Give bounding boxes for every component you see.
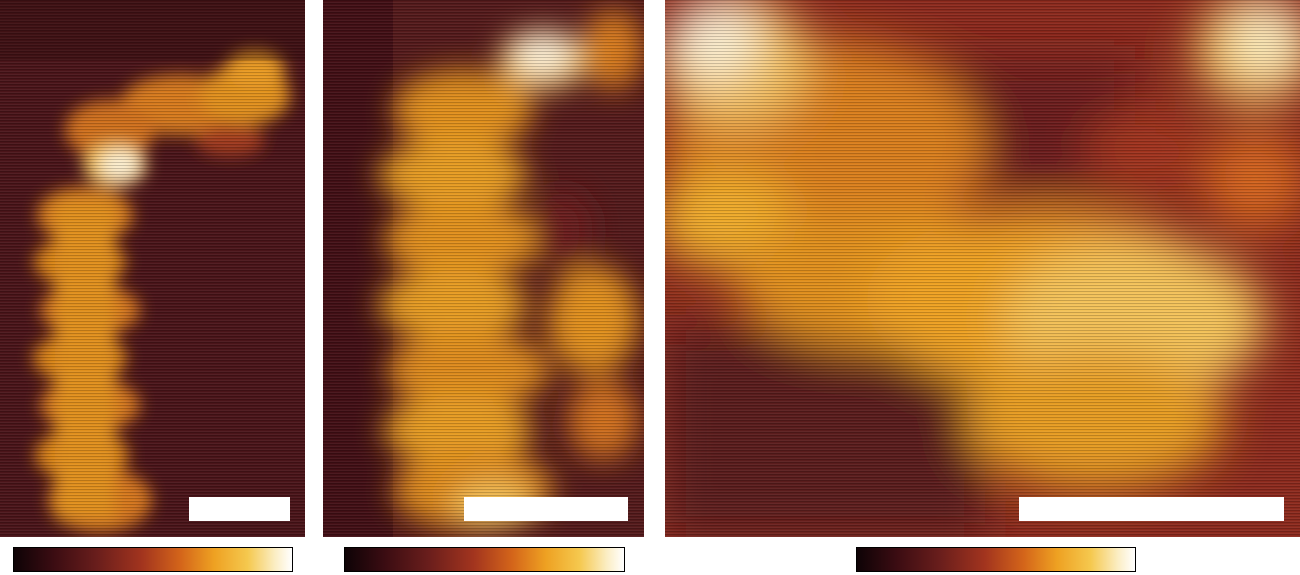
afm-image-panel-b (323, 0, 644, 537)
afm-image-panel-a (0, 0, 305, 537)
scale-bar-b (464, 497, 628, 521)
colorbar-b (344, 547, 625, 572)
afm-height-map-c (665, 0, 1300, 537)
afm-height-map-a (0, 0, 305, 537)
scale-bar-a (189, 497, 290, 521)
afm-height-map-b (323, 0, 644, 537)
scale-bar-c (1019, 497, 1284, 521)
colorbar-a (13, 547, 293, 572)
afm-image-panel-c (665, 0, 1300, 537)
colorbar-c (856, 547, 1136, 572)
